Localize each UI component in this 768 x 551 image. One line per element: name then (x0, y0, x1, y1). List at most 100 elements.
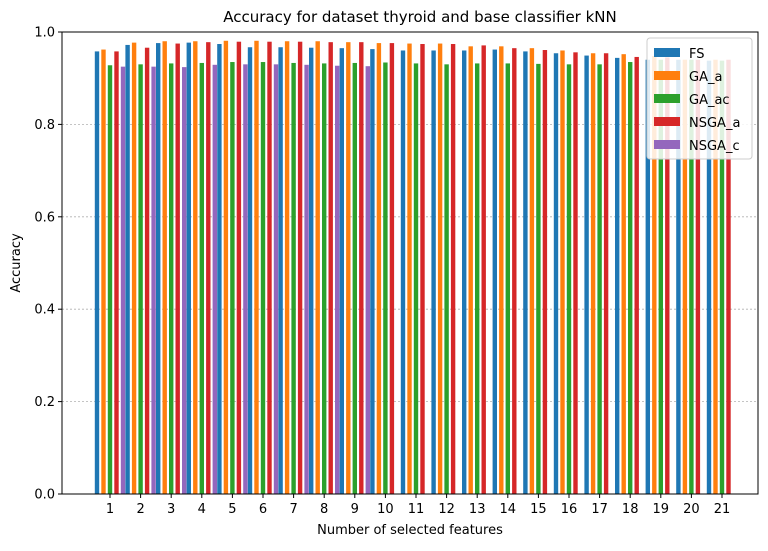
bar-NSGA_c-8 (335, 65, 340, 494)
bar-FS-15 (523, 51, 528, 495)
bar-GA_ac-9 (352, 62, 357, 494)
bar-GA_a-9 (346, 42, 351, 494)
bar-GA_a-13 (468, 46, 473, 495)
bar-GA_a-7 (284, 41, 290, 495)
axes (61, 31, 759, 495)
x-tick-label: 16 (561, 502, 578, 517)
y-axis-label: Accuracy (9, 233, 24, 293)
x-tick-label: 21 (714, 502, 731, 517)
bar-NSGA_a-2 (144, 47, 150, 494)
bar-NSGA_a-7 (297, 41, 303, 495)
bar-NSGA_a-19 (665, 57, 670, 494)
bar-FS-3 (156, 43, 161, 494)
bar-GA_a-3 (162, 41, 167, 495)
bar-GA_a-2 (131, 42, 137, 494)
bar-GA_ac-17 (597, 64, 602, 494)
bar-GA_ac-14 (505, 63, 510, 494)
x-tick-label: 10 (377, 502, 394, 517)
y-axis-ticks: 0.0 0.2 0.4 0.6 0.8 1.0 (34, 26, 62, 503)
x-axis-label: Number of selected features (317, 523, 503, 538)
bar-NSGA_a-20 (695, 59, 701, 494)
y-tick-label: 0.6 (34, 210, 55, 225)
y-tick-label: 0.4 (34, 303, 55, 318)
bar-GA_ac-8 (322, 63, 327, 494)
bar-FS-7 (278, 47, 283, 494)
x-tick-label: 14 (500, 502, 517, 517)
legend-swatch-FS (654, 48, 680, 57)
x-tick-label: 4 (198, 502, 206, 517)
x-tick-label: 8 (320, 502, 328, 517)
bar-FS-13 (462, 50, 467, 494)
bar-FS-18 (615, 57, 620, 494)
bar-GA_a-14 (499, 46, 504, 495)
bar-NSGA_a-15 (542, 50, 548, 494)
x-tick-label: 3 (167, 502, 175, 517)
bar-GA_a-12 (437, 43, 443, 495)
bar-FS-17 (584, 55, 589, 494)
x-tick-label: 6 (259, 502, 267, 517)
bar-NSGA_a-12 (450, 44, 456, 495)
bar-NSGA_a-11 (420, 44, 425, 495)
bar-GA_ac-12 (444, 64, 449, 494)
bar-FS-8 (309, 47, 314, 494)
x-tick-label: 15 (530, 502, 547, 517)
y-tick-label: 0.0 (34, 488, 55, 503)
bar-NSGA_c-4 (212, 64, 217, 494)
bar-NSGA_a-14 (512, 48, 517, 495)
bar-GA_a-11 (407, 43, 412, 495)
bar-NSGA_a-4 (206, 42, 211, 494)
x-tick-label: 5 (228, 502, 236, 517)
bar-NSGA_c-6 (273, 64, 279, 494)
legend-swatch-NSGA_a (654, 117, 680, 126)
bar-GA_ac-4 (199, 62, 204, 494)
bar-GA_a-1 (101, 49, 106, 494)
x-tick-label: 2 (136, 502, 144, 517)
bar-FS-14 (492, 49, 497, 494)
bar-NSGA_a-8 (328, 42, 333, 494)
y-tick-label: 0.2 (34, 395, 55, 410)
bar-GA_a-20 (682, 59, 688, 494)
bar-NSGA_c-1 (120, 66, 126, 495)
x-tick-label: 1 (106, 502, 114, 517)
bar-FS-2 (125, 44, 130, 494)
x-tick-label: 19 (653, 502, 670, 517)
bar-FS-9 (339, 48, 344, 495)
bar-GA_a-18 (621, 54, 626, 495)
bar-GA_ac-7 (291, 62, 296, 494)
bar-GA_ac-11 (413, 63, 419, 494)
plot-frame (61, 31, 759, 495)
y-tick-label: 1.0 (34, 26, 55, 41)
bar-NSGA_a-9 (359, 42, 364, 494)
bar-GA_ac-5 (230, 62, 235, 494)
chart-title: Accuracy for dataset thyroid and base cl… (223, 8, 617, 26)
bar-NSGA_a-10 (389, 43, 395, 494)
bar-FS-20 (676, 59, 681, 494)
legend-label-GA_a: GA_a (689, 70, 722, 85)
bar-FS-10 (370, 49, 375, 495)
bar-GA_ac-18 (628, 62, 633, 494)
x-tick-label: 12 (438, 502, 455, 517)
legend-swatch-NSGA_c (654, 140, 680, 149)
bar-FS-12 (431, 50, 436, 494)
bar-FS-19 (645, 59, 650, 494)
y-tick-label: 0.8 (34, 118, 55, 133)
bar-GA_ac-21 (719, 60, 725, 494)
bar-NSGA_c-3 (182, 67, 187, 494)
bar-GA_ac-3 (169, 63, 174, 494)
bar-FS-4 (186, 42, 191, 494)
bar-FS-11 (400, 50, 406, 494)
bar-FS-1 (94, 51, 100, 495)
bar-FS-16 (553, 53, 559, 494)
legend-box (646, 37, 753, 160)
bar-GA_ac-15 (536, 63, 541, 495)
bar-GA_a-5 (223, 40, 229, 494)
bar-GA_ac-6 (260, 62, 266, 494)
bar-NSGA_a-6 (267, 41, 272, 495)
bar-GA_a-21 (713, 59, 718, 494)
bar-GA_a-4 (193, 41, 198, 495)
bar-GA_a-15 (529, 48, 535, 495)
bar-NSGA_a-3 (175, 43, 180, 495)
bar-GA_ac-2 (138, 64, 143, 494)
bar-FS-6 (247, 47, 253, 494)
